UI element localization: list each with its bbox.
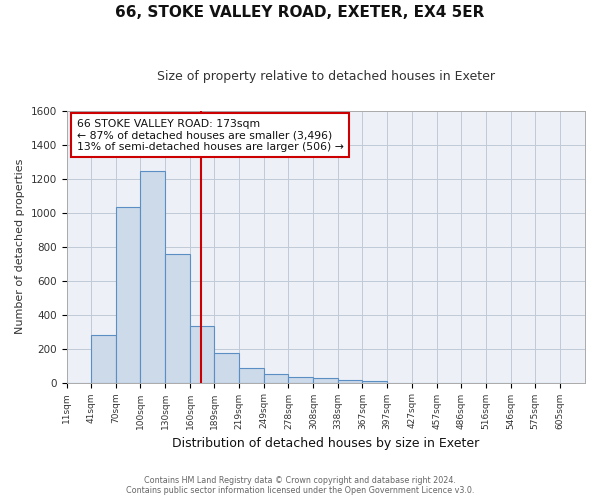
Bar	[264, 374, 289, 382]
Bar	[313, 378, 338, 382]
Bar	[214, 353, 239, 382]
Bar	[289, 376, 313, 382]
Text: 66, STOKE VALLEY ROAD, EXETER, EX4 5ER: 66, STOKE VALLEY ROAD, EXETER, EX4 5ER	[115, 5, 485, 20]
Bar	[166, 254, 190, 382]
Bar	[140, 171, 166, 382]
Bar	[362, 381, 387, 382]
Bar	[116, 206, 140, 382]
Text: Contains HM Land Registry data © Crown copyright and database right 2024.
Contai: Contains HM Land Registry data © Crown c…	[126, 476, 474, 495]
Bar	[338, 380, 362, 382]
Bar	[239, 368, 264, 382]
X-axis label: Distribution of detached houses by size in Exeter: Distribution of detached houses by size …	[172, 437, 479, 450]
Title: Size of property relative to detached houses in Exeter: Size of property relative to detached ho…	[157, 70, 495, 83]
Y-axis label: Number of detached properties: Number of detached properties	[15, 159, 25, 334]
Bar	[190, 326, 214, 382]
Bar	[91, 335, 116, 382]
Text: 66 STOKE VALLEY ROAD: 173sqm
← 87% of detached houses are smaller (3,496)
13% of: 66 STOKE VALLEY ROAD: 173sqm ← 87% of de…	[77, 118, 344, 152]
